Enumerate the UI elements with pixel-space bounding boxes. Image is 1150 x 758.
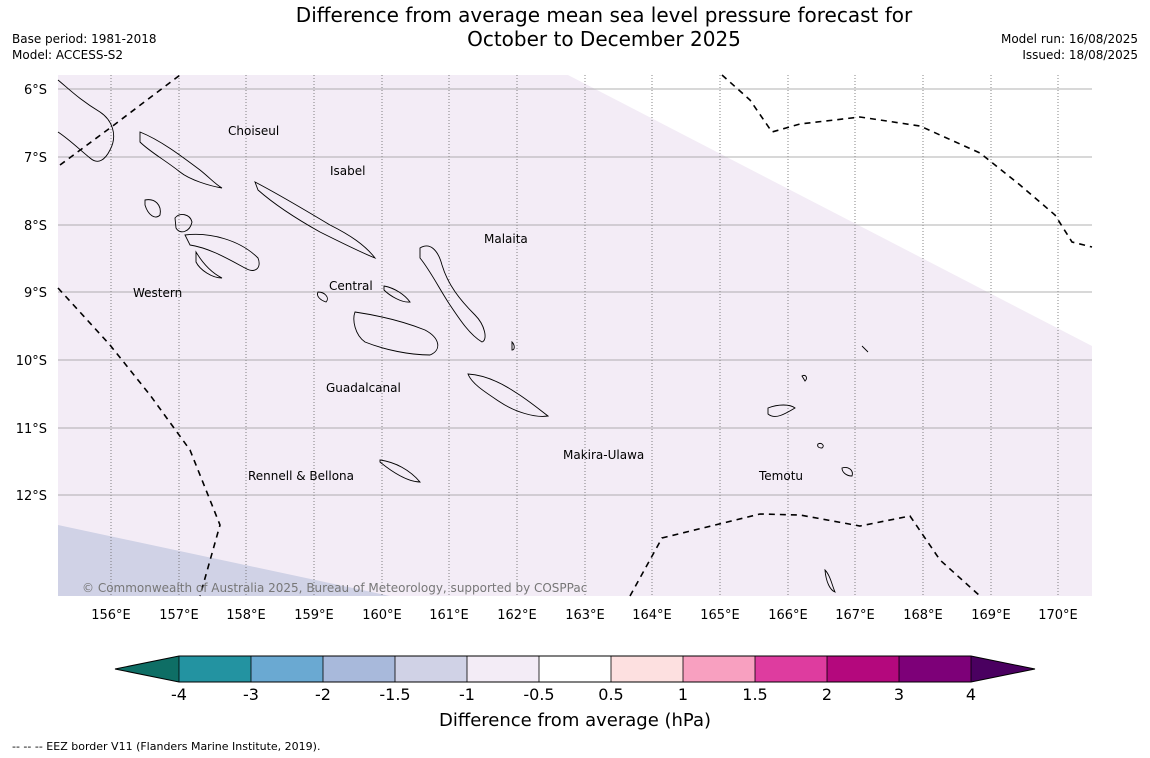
lon-label: 156°E <box>91 608 131 623</box>
colorbar-tick: -1.5 <box>379 685 410 704</box>
lat-label: 7°S <box>24 151 47 166</box>
meta-left: Base period: 1981-2018 Model: ACCESS-S2 <box>12 31 157 63</box>
colorbar-tick: -1 <box>459 685 475 704</box>
lon-label: 163°E <box>565 608 605 623</box>
colorbar-segment <box>755 656 827 682</box>
lat-label: 12°S <box>16 489 47 504</box>
lower-left-region <box>58 525 390 596</box>
lon-label: 159°E <box>294 608 334 623</box>
colorbar-segment <box>251 656 323 682</box>
lat-label: 9°S <box>24 286 47 301</box>
province-label: Malaita <box>484 232 528 246</box>
colorbar-tick: -0.5 <box>523 685 554 704</box>
lon-label: 166°E <box>768 608 808 623</box>
province-label: Guadalcanal <box>326 381 401 395</box>
colorbar-tick: -4 <box>171 685 187 704</box>
model-run: Model run: 16/08/2025 <box>1000 32 1138 46</box>
province-label: Temotu <box>758 469 803 483</box>
lon-label: 169°E <box>971 608 1011 623</box>
copyright-text: © Commonwealth of Australia 2025, Bureau… <box>82 581 587 595</box>
islands <box>57 79 869 593</box>
province-label: Rennell & Bellona <box>248 469 354 483</box>
colorbar-segment <box>323 656 395 682</box>
colorbar-tick: 2 <box>822 685 832 704</box>
colorbar-segment <box>179 656 251 682</box>
province-label: Western <box>133 286 182 300</box>
lon-label: 167°E <box>835 608 875 623</box>
lon-label: 165°E <box>700 608 740 623</box>
lon-label: 161°E <box>429 608 469 623</box>
eez-borders <box>57 74 1093 597</box>
lon-label: 158°E <box>226 608 266 623</box>
province-label: Central <box>329 279 373 293</box>
meta-right: Model run: 16/08/2025 Issued: 18/08/2025 <box>1001 31 1138 63</box>
colorbar-high-arrow <box>971 656 1035 682</box>
colorbar-tick: 4 <box>966 685 976 704</box>
eez-footnote: -- -- -- EEZ border V11 (Flanders Marine… <box>12 740 321 753</box>
map-area <box>58 75 1092 596</box>
province-label: Makira-Ulawa <box>563 448 644 462</box>
model-name: Model: ACCESS-S2 <box>12 48 124 62</box>
colorbar-tick: 1.5 <box>742 685 767 704</box>
colorbar-segment <box>827 656 899 682</box>
title-line-2: October to December 2025 <box>467 27 741 51</box>
colorbar-segment <box>611 656 683 682</box>
issued-date: Issued: 18/08/2025 <box>1022 48 1138 62</box>
lat-label: 6°S <box>24 83 47 98</box>
colorbar-tick: 3 <box>894 685 904 704</box>
lon-label: 162°E <box>497 608 537 623</box>
no-change-region <box>568 75 1092 346</box>
province-label: Choiseul <box>228 124 279 138</box>
gridlines <box>58 75 1092 596</box>
colorbar-segment <box>683 656 755 682</box>
lon-label: 164°E <box>632 608 672 623</box>
lon-label: 168°E <box>903 608 943 623</box>
base-period: Base period: 1981-2018 <box>12 32 157 46</box>
colorbar-tick: -2 <box>315 685 331 704</box>
lon-label: 170°E <box>1038 608 1078 623</box>
colorbar-tick: 1 <box>678 685 688 704</box>
colorbar: -4 -3 -2 -1.5 -1 -0.5 0.5 1 1.5 2 3 4 Di… <box>114 655 1036 731</box>
chart-title: Difference from average mean sea level p… <box>284 3 924 51</box>
province-label: Isabel <box>330 164 365 178</box>
colorbar-segment <box>539 656 611 682</box>
lon-label: 157°E <box>159 608 199 623</box>
lat-label: 8°S <box>24 219 47 234</box>
colorbar-tick: 0.5 <box>598 685 623 704</box>
colorbar-tick: -3 <box>243 685 259 704</box>
lon-label: 160°E <box>362 608 402 623</box>
colorbar-label: Difference from average (hPa) <box>439 710 711 731</box>
colorbar-segment <box>467 656 539 682</box>
lat-label: 11°S <box>16 422 47 437</box>
lat-label: 10°S <box>16 354 47 369</box>
colorbar-segment <box>395 656 467 682</box>
title-line-1: Difference from average mean sea level p… <box>295 3 913 27</box>
colorbar-low-arrow <box>115 656 179 682</box>
colorbar-segment <box>899 656 971 682</box>
